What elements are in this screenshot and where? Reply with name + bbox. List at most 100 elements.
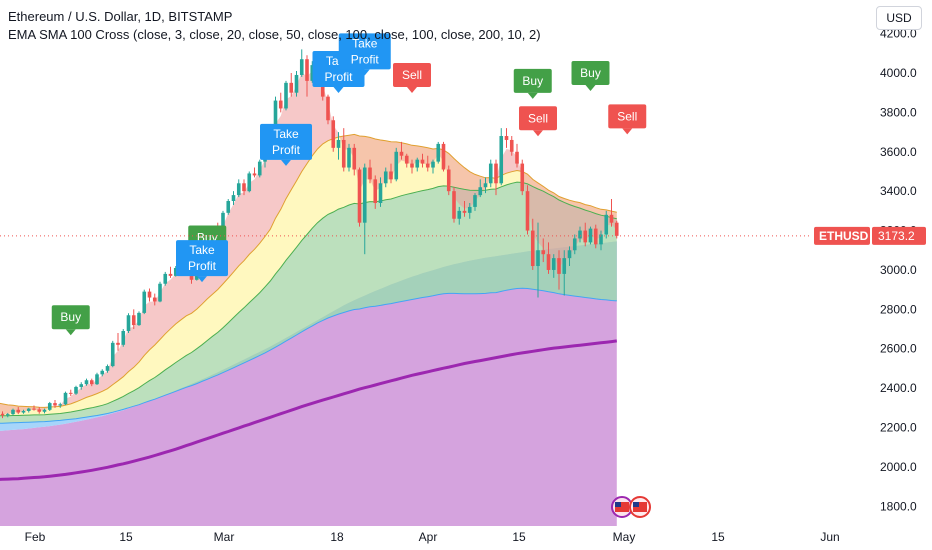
ema3-fill [0, 70, 617, 415]
candle [336, 132, 341, 160]
candle [431, 159, 435, 174]
candle [462, 201, 467, 217]
candle [446, 165, 451, 196]
candle [488, 159, 493, 188]
candle [289, 72, 294, 97]
candle [173, 266, 178, 277]
signal-take-profit[interactable]: Take Profit [260, 123, 312, 166]
signal-sell[interactable]: Sell [608, 104, 647, 135]
candle [562, 250, 567, 296]
candle [546, 242, 551, 274]
candle [557, 250, 561, 290]
candle [257, 159, 262, 178]
sma100-fill [0, 241, 617, 480]
candle [362, 163, 367, 255]
ema100-line [0, 287, 617, 424]
y-tick-label: 3800.0 [880, 105, 917, 119]
flag-canton [633, 502, 639, 507]
indicator-legend[interactable]: EMA SMA 100 Cross (close, 3, close, 20, … [8, 27, 541, 42]
y-tick-label: 4000.0 [880, 66, 917, 80]
candle [42, 408, 47, 414]
price-axis[interactable]: 4200.04000.03800.03600.03400.03200.03000… [880, 27, 917, 514]
candle [152, 293, 157, 306]
candle [583, 222, 588, 247]
candle [452, 187, 456, 223]
candle [79, 382, 84, 390]
candle [494, 159, 498, 196]
x-tick-label: Jun [820, 530, 839, 544]
candle [305, 55, 309, 97]
candle [473, 193, 477, 211]
ema20-fill [0, 134, 617, 416]
currency-button[interactable]: USD [876, 6, 922, 30]
ma-fills [0, 70, 617, 526]
candle [16, 407, 21, 415]
signal-buy[interactable]: Buy [51, 305, 90, 336]
candle [110, 340, 115, 368]
signal-buy[interactable]: Buy [571, 60, 610, 91]
candle [53, 399, 57, 408]
y-tick-label: 2400.0 [880, 381, 917, 395]
candle [100, 369, 105, 377]
candles [0, 49, 619, 419]
candle [572, 234, 577, 255]
x-tick-label: 18 [330, 530, 344, 544]
candle [63, 391, 68, 406]
candle [415, 157, 420, 172]
symbol-label: ETHUSD [819, 229, 869, 243]
candle [467, 202, 472, 219]
candle [520, 159, 525, 196]
candle [26, 407, 31, 413]
candle [357, 167, 362, 227]
time-axis[interactable]: Feb 15 Mar 18 Apr 15 May 15 Jun [25, 530, 840, 544]
signal-sell[interactable]: Sell [393, 62, 431, 93]
ema20-line [0, 133, 617, 408]
candle [551, 254, 556, 278]
candle [410, 159, 414, 174]
candle [509, 136, 514, 156]
candle [536, 222, 540, 298]
candle [89, 378, 94, 387]
signal-buy[interactable]: Buy [513, 68, 552, 99]
candle [588, 226, 593, 245]
last-price-marker: ETHUSD 3173.2 [0, 226, 926, 245]
candle [499, 128, 504, 186]
us-flag-icon [633, 502, 647, 512]
signal-text: Sell [528, 111, 548, 125]
x-tick-label: May [613, 530, 636, 544]
sma200-line [0, 339, 617, 481]
candle [158, 281, 162, 303]
candle [347, 143, 351, 172]
candle [105, 364, 110, 373]
us-flag-icon [615, 502, 629, 512]
candle [331, 116, 336, 152]
candle [567, 246, 572, 267]
sma200-fill [0, 340, 617, 526]
flag-icons[interactable] [611, 496, 651, 518]
candle [378, 177, 383, 207]
candle [326, 94, 330, 125]
candle [436, 141, 441, 164]
signal-take-profit[interactable]: Take Profit [176, 240, 228, 283]
signal-sell[interactable]: Sell [519, 106, 557, 137]
candle [58, 402, 63, 408]
candle [593, 224, 598, 249]
signal-text: Profit [188, 259, 217, 273]
candle [278, 92, 283, 113]
x-tick-label: 15 [711, 530, 725, 544]
candle [137, 311, 141, 326]
candle [599, 230, 603, 251]
candle [399, 141, 404, 160]
ema50-line [0, 181, 617, 417]
ma-lines [0, 133, 617, 481]
signal-text: Take [273, 127, 299, 141]
candle [116, 332, 120, 351]
signal-text: Profit [272, 143, 301, 157]
candle [515, 143, 519, 168]
signal-take-profit[interactable]: Take Profit [338, 33, 391, 76]
candle [525, 185, 530, 235]
y-tick-label: 4200.0 [880, 27, 917, 41]
candle [21, 409, 26, 414]
candle [95, 372, 99, 385]
